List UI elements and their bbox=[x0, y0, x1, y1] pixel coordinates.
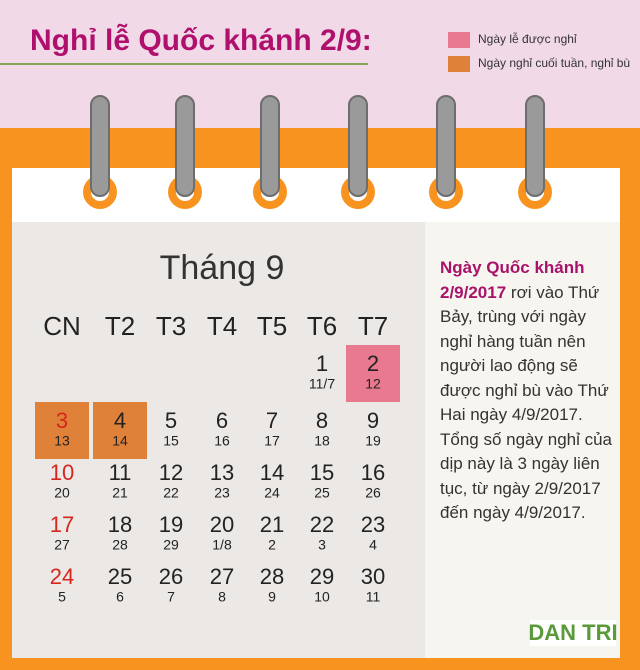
day: 25 bbox=[108, 564, 132, 589]
lunar-day: 20 bbox=[54, 485, 70, 501]
lunar-day: 26 bbox=[365, 485, 381, 501]
day: 9 bbox=[367, 408, 379, 433]
day: 28 bbox=[260, 564, 284, 589]
day: 11 bbox=[109, 460, 132, 485]
day: 22 bbox=[310, 512, 334, 537]
weekday: T6 bbox=[307, 311, 337, 341]
day-highlight bbox=[93, 402, 147, 459]
lunar-day: 7 bbox=[167, 589, 175, 605]
weekday: T4 bbox=[207, 311, 237, 341]
lunar-day: 11 bbox=[366, 589, 381, 605]
lunar-day: 2 bbox=[268, 537, 276, 553]
legend-label: Ngày lễ được nghỉ bbox=[478, 31, 577, 46]
lunar-day: 18 bbox=[314, 433, 330, 449]
ring bbox=[348, 95, 368, 197]
lunar-day: 17 bbox=[264, 433, 280, 449]
lunar-day: 15 bbox=[163, 433, 179, 449]
weekday: T7 bbox=[358, 311, 388, 341]
ring bbox=[436, 95, 456, 197]
logo-bg bbox=[530, 620, 616, 646]
day: 4 bbox=[114, 408, 126, 433]
lunar-day: 1/8 bbox=[212, 537, 232, 553]
ring bbox=[175, 95, 195, 197]
lunar-day: 4 bbox=[369, 537, 377, 553]
day: 30 bbox=[361, 564, 385, 589]
day: 8 bbox=[316, 408, 328, 433]
lunar-day: 24 bbox=[264, 485, 280, 501]
note-text: rơi vào Thứ Bảy, trùng với ngày nghỉ hàn… bbox=[440, 282, 613, 523]
lunar-day: 23 bbox=[214, 485, 230, 501]
day: 20 bbox=[210, 512, 234, 537]
month: Tháng 9 bbox=[160, 249, 285, 287]
lunar-day: 28 bbox=[112, 537, 128, 553]
logo: DAN TRI bbox=[528, 620, 617, 645]
ring bbox=[525, 95, 545, 197]
legend-label: Ngày nghỉ cuối tuần, nghỉ bù bbox=[478, 56, 630, 70]
legend-swatch bbox=[448, 32, 470, 48]
day: 6 bbox=[216, 408, 228, 433]
lunar-day: 13 bbox=[54, 433, 70, 449]
day: 26 bbox=[159, 564, 183, 589]
note-highlight: Ngày Quốc khánh 2/9/2017 bbox=[440, 258, 585, 302]
lunar-day: 8 bbox=[218, 589, 226, 605]
title: Nghỉ lễ Quốc khánh 2/9: bbox=[30, 23, 372, 57]
lunar-day: 5 bbox=[58, 589, 66, 605]
lunar-day: 9 bbox=[268, 589, 276, 605]
lunar-day: 6 bbox=[116, 589, 124, 605]
day: 24 bbox=[50, 564, 74, 589]
lunar-day: 22 bbox=[163, 485, 179, 501]
day-highlight bbox=[346, 345, 400, 402]
weekday: T3 bbox=[156, 311, 186, 341]
day: 18 bbox=[108, 512, 132, 537]
lunar-day: 25 bbox=[314, 485, 330, 501]
weekday: T5 bbox=[257, 311, 287, 341]
day: 12 bbox=[159, 460, 183, 485]
weekday: T2 bbox=[105, 311, 135, 341]
day: 13 bbox=[210, 460, 234, 485]
day: 3 bbox=[56, 408, 68, 433]
lunar-day: 27 bbox=[54, 537, 70, 553]
day: 21 bbox=[260, 512, 284, 537]
lunar-day: 19 bbox=[365, 433, 381, 449]
day: 14 bbox=[260, 460, 284, 485]
day: 15 bbox=[310, 460, 334, 485]
day: 27 bbox=[210, 564, 234, 589]
ring bbox=[90, 95, 110, 197]
weekday: CN bbox=[43, 311, 81, 341]
lunar-day: 12 bbox=[365, 376, 381, 392]
lunar-day: 14 bbox=[112, 433, 128, 449]
lunar-day: 10 bbox=[314, 589, 330, 605]
day: 5 bbox=[165, 408, 177, 433]
day: 1 bbox=[316, 351, 328, 376]
lunar-day: 3 bbox=[318, 537, 326, 553]
side-note: Ngày Quốc khánh 2/9/2017 rơi vào Thứ Bảy… bbox=[440, 256, 616, 526]
day: 17 bbox=[50, 512, 74, 537]
note-panel bbox=[425, 222, 620, 658]
lunar-day: 21 bbox=[112, 485, 128, 501]
lunar-day: 29 bbox=[163, 537, 179, 553]
day-highlight bbox=[35, 402, 89, 459]
day: 2 bbox=[367, 351, 379, 376]
day: 16 bbox=[361, 460, 385, 485]
day: 7 bbox=[266, 408, 278, 433]
lunar-day: 16 bbox=[214, 433, 230, 449]
lunar-day: 11/7 bbox=[309, 376, 335, 392]
day: 19 bbox=[159, 512, 183, 537]
day: 10 bbox=[50, 460, 74, 485]
day: 23 bbox=[361, 512, 385, 537]
ring bbox=[260, 95, 280, 197]
legend-swatch bbox=[448, 56, 470, 72]
day: 29 bbox=[310, 564, 334, 589]
